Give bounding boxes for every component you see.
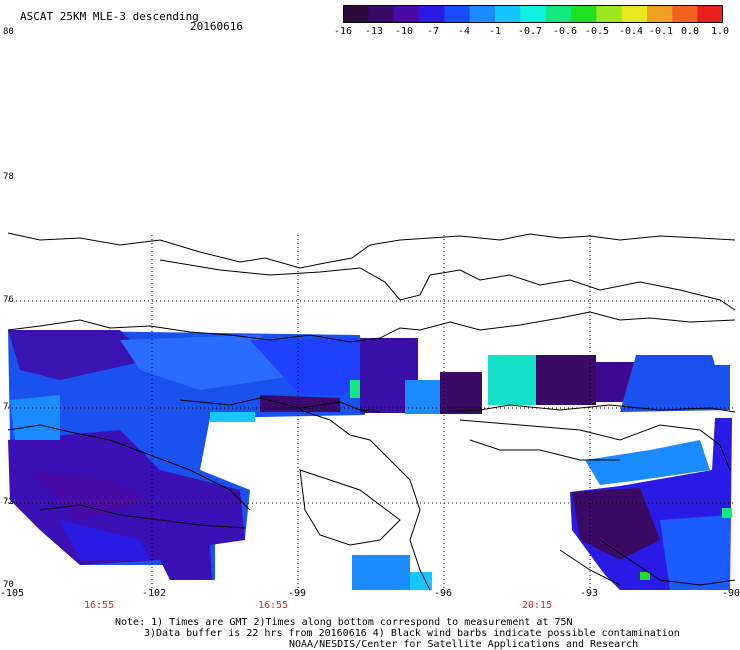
product-title: ASCAT 25KM MLE-3 descending — [20, 10, 199, 23]
colorbar — [343, 5, 724, 23]
longitude-label: -105 — [0, 588, 25, 599]
note-line-3: NOAA/NESDIS/Center for Satellite Applica… — [289, 639, 639, 650]
colorbar-tick: -0.5 — [584, 26, 610, 37]
latitude-label: 78 — [3, 172, 14, 182]
colorbar-tick: -0.4 — [618, 26, 644, 37]
swath-west — [8, 330, 365, 580]
colorbar-tick: -0.6 — [552, 26, 578, 37]
coastlines — [7, 232, 736, 591]
colorbar-gradient — [343, 5, 724, 23]
colorbar-tick: -0.1 — [648, 26, 674, 37]
colorbar-tick: -0.7 — [517, 26, 543, 37]
colorbar-tick: -10 — [394, 26, 414, 37]
colorbar-segment — [419, 5, 445, 23]
longitude-label: -93 — [580, 588, 599, 599]
colorbar-segment — [368, 5, 395, 23]
product-date: 20160616 — [190, 20, 243, 33]
swath-south — [352, 555, 432, 590]
pass-time-label: 16:55 — [84, 600, 115, 611]
longitude-label: -102 — [142, 588, 167, 599]
colorbar-tick: -7 — [426, 26, 440, 37]
latitude-label: 70 — [3, 580, 14, 590]
colorbar-tick: -4 — [457, 26, 471, 37]
colorbar-tick: 0.0 — [680, 26, 700, 37]
latitude-label: 72 — [3, 497, 14, 507]
longitude-label: -96 — [434, 588, 453, 599]
colorbar-segment — [343, 5, 369, 23]
colorbar-segment — [697, 5, 724, 23]
colorbar-tick: -16 — [333, 26, 353, 37]
colorbar-segment — [596, 5, 623, 23]
colorbar-segment — [495, 5, 521, 23]
pass-time-label: 16:55 — [258, 600, 289, 611]
colorbar-ticks: -16 -13 -10 -7 -4 -1 -0.7 -0.6 -0.5 -0.4… — [334, 0, 729, 40]
swath-center — [360, 338, 636, 414]
colorbar-border — [343, 5, 723, 23]
pass-time-label: 20:15 — [522, 600, 553, 611]
colorbar-segment — [621, 5, 648, 23]
longitude-label: -99 — [288, 588, 307, 599]
colorbar-segment — [469, 5, 496, 23]
colorbar-tick: -13 — [364, 26, 384, 37]
colorbar-tick: 1.0 — [710, 26, 730, 37]
colorbar-tick: -1 — [488, 26, 502, 37]
colorbar-segment — [672, 5, 699, 23]
colorbar-segment — [393, 5, 420, 23]
colorbar-segment — [520, 5, 547, 23]
colorbar-segment — [571, 5, 597, 23]
latitude-label: 76 — [3, 295, 14, 305]
latitude-label: 74 — [3, 402, 14, 412]
longitude-label: -90 — [722, 588, 740, 599]
colorbar-segment — [647, 5, 673, 23]
colorbar-segment — [545, 5, 572, 23]
colorbar-segment — [444, 5, 471, 23]
note-line-1: Note: 1) Times are GMT 2)Times along bot… — [115, 617, 573, 628]
note-line-2: 3)Data buffer is 22 hrs from 20160616 4)… — [144, 628, 680, 639]
latitude-label: 80 — [3, 27, 14, 37]
